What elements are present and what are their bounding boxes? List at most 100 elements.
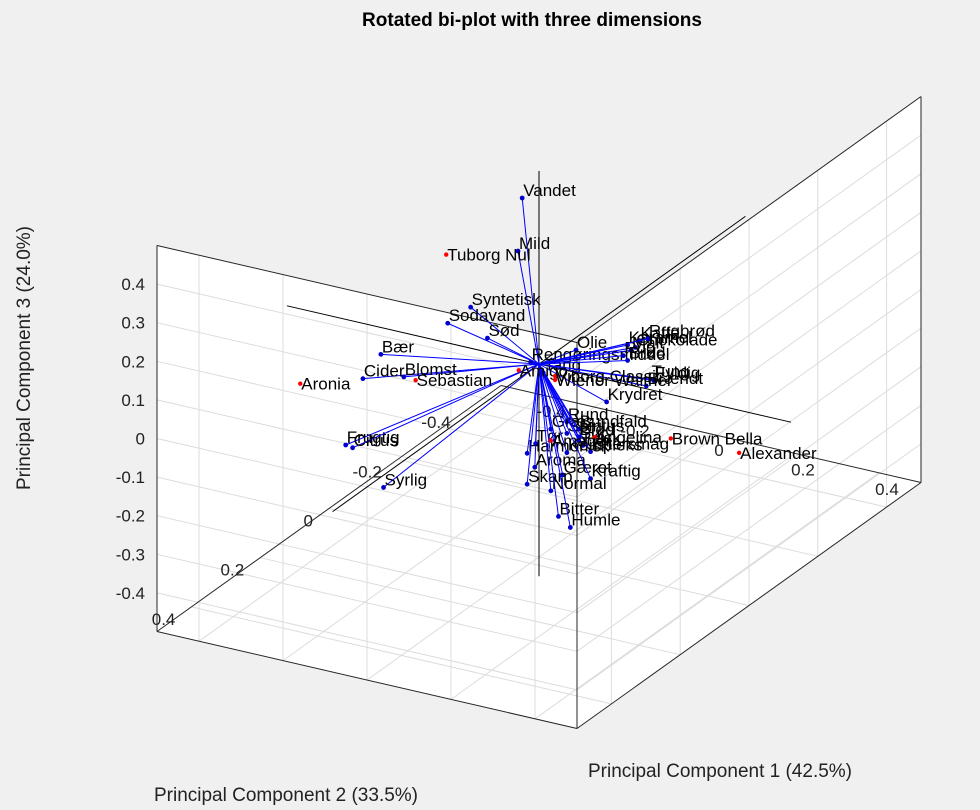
vector-Brød bbox=[538, 359, 628, 365]
grid-line-z-wall bbox=[156, 399, 578, 498]
x-tick-label: 0.4 bbox=[875, 480, 899, 499]
grid-line-z-wall2 bbox=[576, 173, 922, 421]
variable-label: Syrlig bbox=[385, 470, 428, 489]
variable-label: Bundfald bbox=[580, 412, 647, 431]
variable-label: Blød bbox=[580, 420, 615, 439]
observation-point bbox=[548, 438, 554, 443]
axis-edge bbox=[576, 482, 922, 729]
variable-point bbox=[564, 450, 570, 456]
variable-point bbox=[645, 336, 651, 342]
variable-label: Tung bbox=[652, 362, 690, 381]
vector-Harmonisk bbox=[526, 363, 540, 454]
grid-line-z-wall2 bbox=[576, 327, 922, 575]
y-tick-label: 0.2 bbox=[221, 561, 245, 580]
variable-label: Frisk bbox=[584, 428, 621, 447]
variable-point bbox=[604, 399, 609, 405]
grid-line-z-wall bbox=[156, 476, 578, 575]
z-tick-label: 0.4 bbox=[121, 275, 145, 294]
grid-line-y-floor bbox=[397, 458, 818, 557]
variable-point bbox=[519, 195, 525, 201]
variable-label: Rund bbox=[568, 405, 609, 424]
grid-line-z-wall bbox=[156, 360, 578, 459]
variable-label: Karamel bbox=[629, 328, 692, 347]
observation-label: Tuborg Nul bbox=[447, 246, 530, 265]
grid-line-z-wall2 bbox=[576, 443, 922, 691]
variable-label: Cider bbox=[364, 362, 405, 381]
axis-edge bbox=[576, 96, 922, 343]
observation-label: Viborg Classic bbox=[556, 367, 665, 386]
chart-title: Rotated bi-plot with three dimensions bbox=[362, 10, 702, 31]
variable-label: Brændt bbox=[647, 369, 703, 388]
vector-Aroma bbox=[534, 363, 540, 468]
grid-line-y-floor bbox=[260, 557, 681, 656]
variable-point bbox=[343, 442, 349, 448]
variable-point bbox=[564, 431, 570, 436]
vector-Citrus bbox=[352, 363, 540, 449]
observation-label: Sebastian bbox=[417, 371, 493, 390]
variable-point bbox=[588, 476, 593, 482]
y-tick-label: -0.4 bbox=[421, 413, 450, 432]
axis-edge bbox=[156, 385, 502, 632]
variable-point bbox=[560, 472, 566, 478]
vector-Skarp bbox=[526, 363, 540, 485]
variable-point bbox=[515, 248, 521, 254]
grid-line-z-wall bbox=[156, 553, 578, 652]
variable-point bbox=[621, 353, 626, 359]
observation-point bbox=[552, 373, 558, 379]
ylabel: Principal Component 2 (33.5%) bbox=[154, 785, 418, 806]
variable-label: Normal bbox=[552, 474, 607, 493]
variable-point bbox=[632, 345, 638, 350]
z-tick-label: -0.3 bbox=[116, 545, 145, 564]
zlabel: Principal Component 3 (24.0%) bbox=[14, 226, 35, 490]
variable-point bbox=[468, 304, 474, 310]
grid-line-z-wall2 bbox=[576, 366, 922, 614]
variable-label: Spiritus bbox=[568, 416, 625, 435]
variable-point bbox=[381, 485, 386, 490]
vector-Rug bbox=[538, 355, 624, 365]
grid-line-z-wall bbox=[156, 592, 578, 691]
observation-point bbox=[668, 436, 673, 441]
variable-label: Blomst bbox=[405, 360, 457, 379]
observation-point bbox=[516, 368, 521, 373]
observation-label: Aronia bbox=[301, 375, 351, 394]
variable-point bbox=[628, 347, 634, 353]
observation-label: Angelina bbox=[596, 428, 663, 447]
variable-point bbox=[360, 376, 366, 382]
variable-point bbox=[556, 513, 561, 519]
variable-label: Krydret bbox=[608, 385, 663, 404]
variable-label: Kraftig bbox=[592, 462, 641, 481]
vector-Brændt bbox=[538, 363, 647, 387]
axis-edge bbox=[156, 631, 578, 729]
variable-label: Kaffe bbox=[640, 324, 679, 343]
variable-point bbox=[445, 320, 451, 326]
variable-point bbox=[580, 443, 586, 448]
vector-Rugbrød bbox=[538, 338, 648, 365]
vector-Mild bbox=[517, 250, 540, 365]
variable-label: Gæret bbox=[564, 458, 612, 477]
variable-point bbox=[401, 374, 407, 380]
variable-point bbox=[524, 481, 530, 487]
variable-label: Malt bbox=[632, 333, 664, 352]
variable-label: Sodavand bbox=[449, 306, 526, 325]
axes-box bbox=[156, 96, 922, 729]
observation-point bbox=[444, 252, 449, 257]
variable-point bbox=[528, 359, 533, 365]
variable-label: Rugbrød bbox=[649, 322, 715, 341]
z-tick-label: 0.1 bbox=[121, 391, 145, 410]
grid-line-z-wall2 bbox=[576, 404, 922, 652]
x-tick-label: 0.2 bbox=[791, 460, 815, 479]
grid-line-z-wall bbox=[156, 515, 578, 614]
variable-point bbox=[625, 358, 630, 363]
vector-Frisk bbox=[538, 363, 584, 446]
variable-point bbox=[350, 445, 355, 451]
vector-Syrlig bbox=[383, 363, 540, 488]
variable-point bbox=[532, 464, 538, 470]
variable-label: Mild bbox=[519, 234, 550, 253]
vector-Normal bbox=[538, 363, 552, 491]
variable-point bbox=[567, 525, 573, 530]
observation-point bbox=[552, 377, 558, 383]
variable-label: Brød bbox=[629, 343, 666, 362]
y-tick-label: -0.2 bbox=[353, 462, 382, 481]
variable-point bbox=[573, 347, 579, 353]
